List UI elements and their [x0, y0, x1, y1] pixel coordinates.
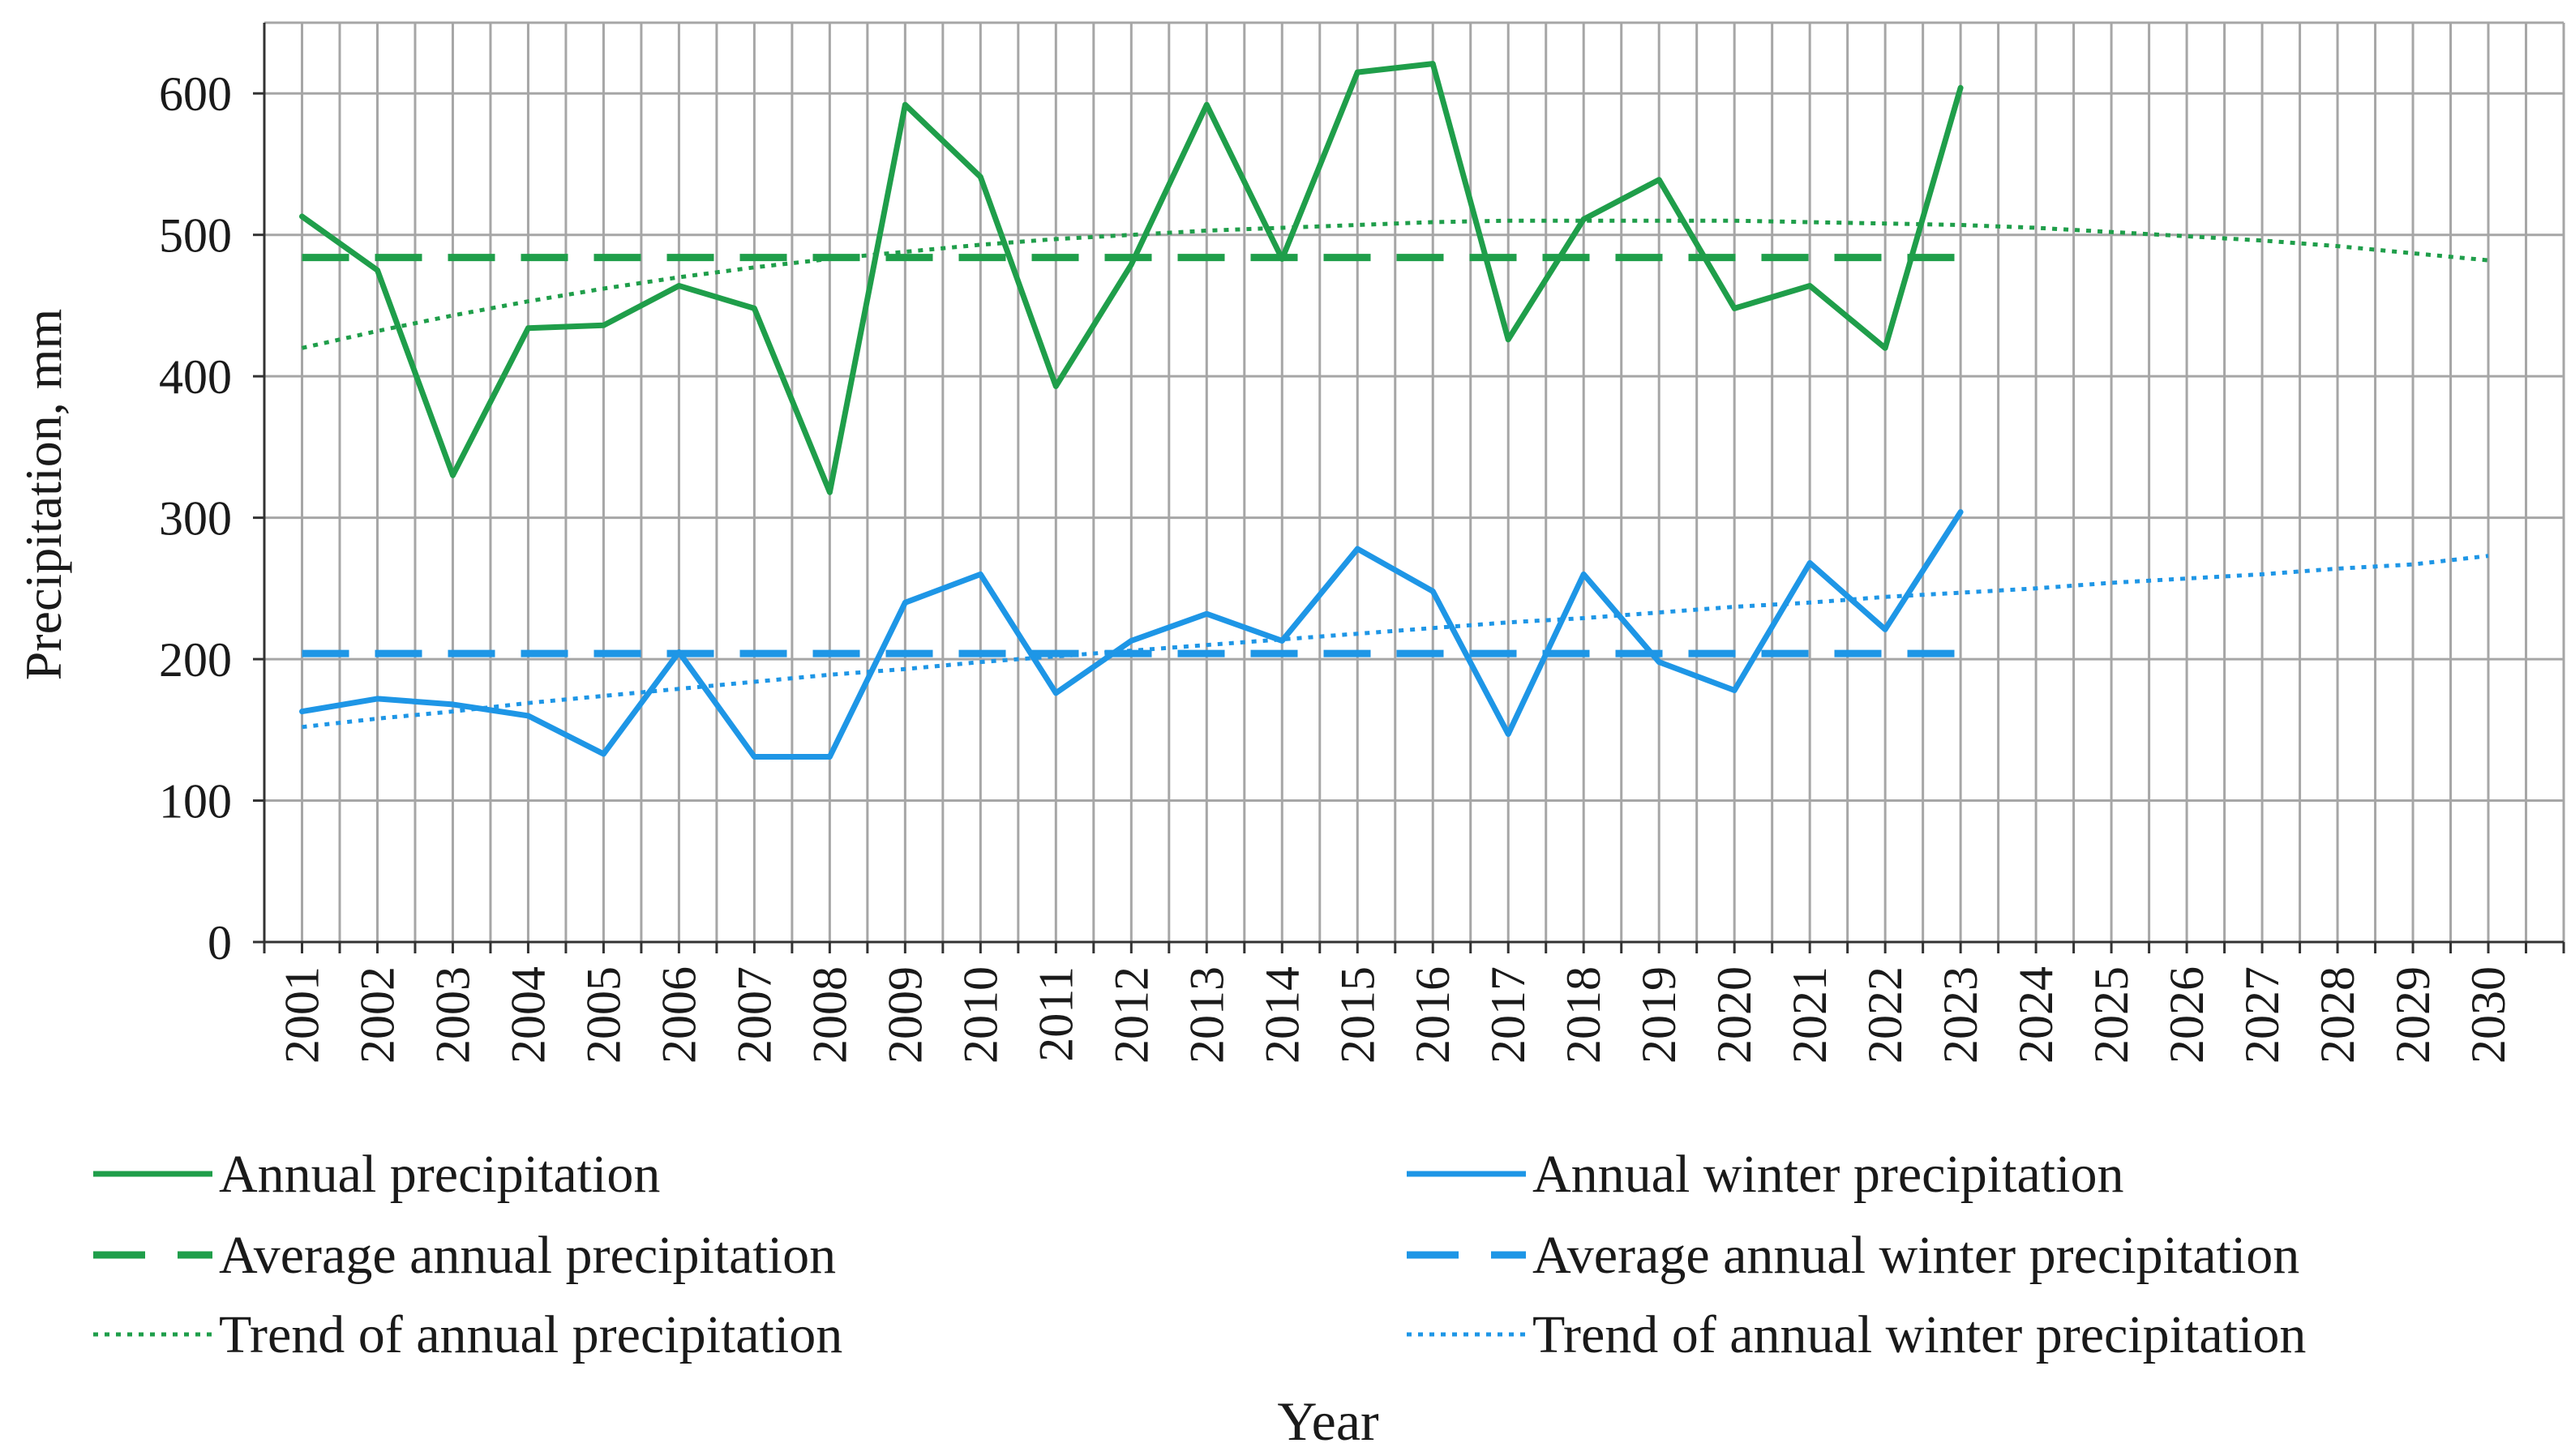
x-tick-label: 2027: [2235, 966, 2289, 1064]
x-tick-label: 2006: [652, 966, 705, 1064]
axes: [253, 23, 2565, 953]
x-tick-label: 2007: [727, 966, 781, 1064]
y-tick-label: 0: [208, 916, 232, 970]
x-tick-label: 2003: [426, 966, 479, 1064]
legend-label: Annual precipitation: [219, 1145, 660, 1204]
x-tick-label: 2025: [2085, 966, 2138, 1064]
y-tick-label: 500: [159, 209, 232, 263]
x-tick-label: 2005: [576, 966, 630, 1064]
x-tick-label: 2018: [1557, 966, 1610, 1064]
x-tick-label: 2013: [1180, 966, 1233, 1064]
y-axis-label: Precipitation, mm: [15, 309, 72, 681]
x-tick-label: 2002: [350, 966, 404, 1064]
y-tick-label: 300: [159, 492, 232, 546]
legend-label: Trend of annual precipitation: [219, 1305, 842, 1364]
x-tick-label: 2009: [878, 966, 932, 1064]
x-tick-label: 2017: [1481, 966, 1535, 1064]
legend-label: Average annual precipitation: [219, 1226, 836, 1285]
annual-precipitation-line: [299, 61, 1964, 495]
series: [299, 61, 2489, 760]
legend-label: Average annual winter precipitation: [1532, 1226, 2299, 1285]
x-tick-label: 2014: [1255, 966, 1309, 1064]
trend-of-annual-winter-precipitation-line: [302, 554, 2489, 730]
annual-winter-precipitation-line: [299, 509, 1964, 760]
x-tick-label: 2029: [2386, 966, 2440, 1064]
x-tick-label: 2028: [2311, 966, 2364, 1064]
x-tick-label: 2030: [2462, 966, 2515, 1064]
x-tick-label: 2015: [1330, 966, 1384, 1064]
legend: Annual precipitation Average annual preci…: [93, 1145, 2306, 1364]
x-tick-label: 2026: [2160, 966, 2213, 1064]
x-tick-label: 2019: [1632, 966, 1686, 1064]
grid: [263, 21, 2565, 942]
x-tick-label: 2021: [1783, 966, 1836, 1064]
y-tick-label: 100: [159, 775, 232, 829]
x-tick-label: 2022: [1858, 966, 1912, 1064]
y-tick-label: 400: [159, 350, 232, 404]
x-axis-label: Year: [1277, 1390, 1379, 1452]
y-tick-label: 600: [159, 67, 232, 121]
x-tick-label: 2011: [1029, 966, 1082, 1062]
x-tick-label: 2010: [953, 966, 1007, 1064]
x-tick-label: 2023: [1934, 966, 1987, 1064]
x-tick-label: 2012: [1104, 966, 1158, 1064]
legend-label: Annual winter precipitation: [1532, 1145, 2123, 1204]
trend-of-annual-precipitation-line: [301, 218, 2489, 350]
tick-labels: 0 100 200 300 400 500 600 2001 2002 2003 2004 2005 2…: [159, 67, 2515, 1064]
x-tick-label: 2016: [1406, 966, 1459, 1064]
x-tick-label: 2020: [1708, 966, 1761, 1064]
y-tick-label: 200: [159, 633, 232, 687]
legend-label: Trend of annual winter precipitation: [1532, 1305, 2306, 1364]
x-tick-label: 2024: [2009, 966, 2063, 1064]
x-tick-label: 2008: [803, 966, 856, 1064]
x-tick-label: 2001: [275, 966, 328, 1064]
x-tick-label: 2004: [501, 966, 555, 1064]
